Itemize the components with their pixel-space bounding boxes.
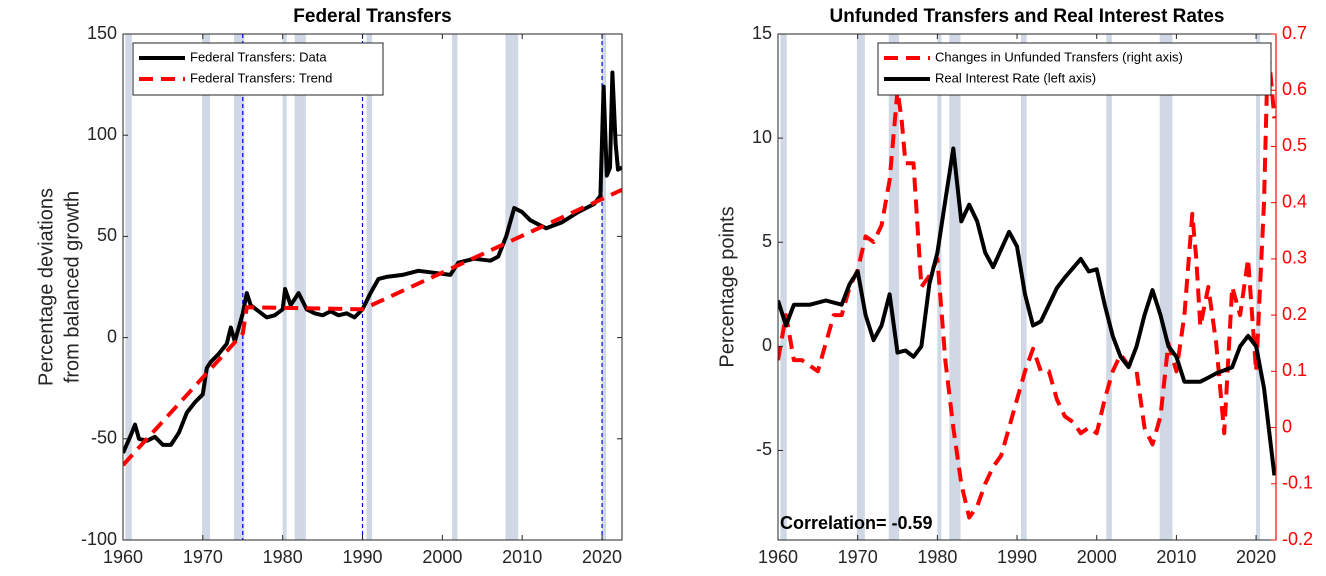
y-tick-label: 100: [87, 124, 117, 144]
y2-tick-label: 0.7: [1282, 23, 1307, 43]
plot-area: [778, 34, 1276, 540]
x-tick-label: 2020: [1236, 547, 1276, 567]
y-tick-label: -50: [91, 428, 117, 448]
x-tick-label: 1990: [342, 547, 382, 567]
series-line: [778, 43, 1276, 520]
y2-tick-label: 0.6: [1282, 79, 1307, 99]
chart-title: Unfunded Transfers and Real Interest Rat…: [830, 6, 1225, 27]
x-tick-label: 1990: [997, 547, 1037, 567]
y-axis-label: from balanced growth: [61, 191, 83, 383]
x-tick-label: 2000: [1077, 547, 1117, 567]
chart-title: Federal Transfers: [293, 6, 451, 27]
y-tick-label: 10: [752, 127, 772, 147]
recession-band: [282, 34, 287, 540]
legend-box: [132, 42, 384, 96]
series-line: [123, 70, 622, 454]
y-tick-label: 15: [752, 23, 772, 43]
recession-band: [780, 34, 787, 540]
x-tick-label: 1970: [183, 547, 223, 567]
recession-band: [451, 34, 458, 540]
recession-band: [233, 34, 245, 540]
recession-band: [294, 34, 306, 540]
y-tick-label: 0: [107, 326, 117, 346]
recession-band: [505, 34, 519, 540]
plot-area: [123, 34, 622, 540]
y2-tick-label: -0.1: [1282, 473, 1313, 493]
recession-band: [125, 34, 132, 540]
y-tick-label: 150: [87, 23, 117, 43]
series-line: [123, 187, 622, 467]
recession-band: [949, 34, 961, 540]
recession-band: [1256, 34, 1261, 540]
y-tick-label: -5: [756, 439, 772, 459]
recession-band: [602, 34, 607, 540]
x-tick-label: 1960: [103, 547, 143, 567]
y2-tick-label: -0.2: [1282, 529, 1313, 549]
y-tick-label: 0: [762, 335, 772, 355]
y2-tick-label: 0.5: [1282, 135, 1307, 155]
y2-tick-label: 0.1: [1282, 360, 1307, 380]
legend-label: Federal Transfers: Data: [190, 49, 327, 64]
y-axis-label: Percentage points: [716, 206, 738, 367]
x-tick-label: 1980: [263, 547, 303, 567]
series-line: [778, 146, 1276, 476]
legend-label: Real Interest Rate (left axis): [935, 70, 1096, 85]
legend-label: Federal Transfers: Trend: [190, 70, 332, 85]
recession-band: [1106, 34, 1112, 540]
y-tick-label: 50: [97, 225, 117, 245]
y2-tick-label: 0.3: [1282, 248, 1307, 268]
x-tick-label: 2020: [582, 547, 622, 567]
y2-tick-label: 0.4: [1282, 191, 1307, 211]
recession-band: [888, 34, 900, 540]
y-axis-label: Percentage deviations: [35, 188, 57, 386]
recession-band: [1159, 34, 1173, 540]
x-tick-label: 2000: [422, 547, 462, 567]
axes-frame: [122, 33, 623, 541]
legend-label: Changes in Unfunded Transfers (right axi…: [935, 49, 1183, 64]
y-tick-label: 5: [762, 231, 772, 251]
x-tick-label: 2010: [1156, 547, 1196, 567]
y-tick-label: -100: [81, 529, 117, 549]
y2-tick-label: 0.2: [1282, 304, 1307, 324]
recession-band: [366, 34, 373, 540]
recession-band: [202, 34, 211, 540]
annotation: Correlation= -0.59: [780, 513, 933, 533]
x-tick-label: 1960: [758, 547, 798, 567]
axes-frame: [777, 33, 1277, 541]
recession-band: [937, 34, 942, 540]
legend-box: [877, 42, 1272, 96]
x-tick-label: 1970: [838, 547, 878, 567]
x-tick-label: 2010: [502, 547, 542, 567]
y2-tick-label: 0: [1282, 416, 1292, 436]
x-tick-label: 1980: [917, 547, 957, 567]
